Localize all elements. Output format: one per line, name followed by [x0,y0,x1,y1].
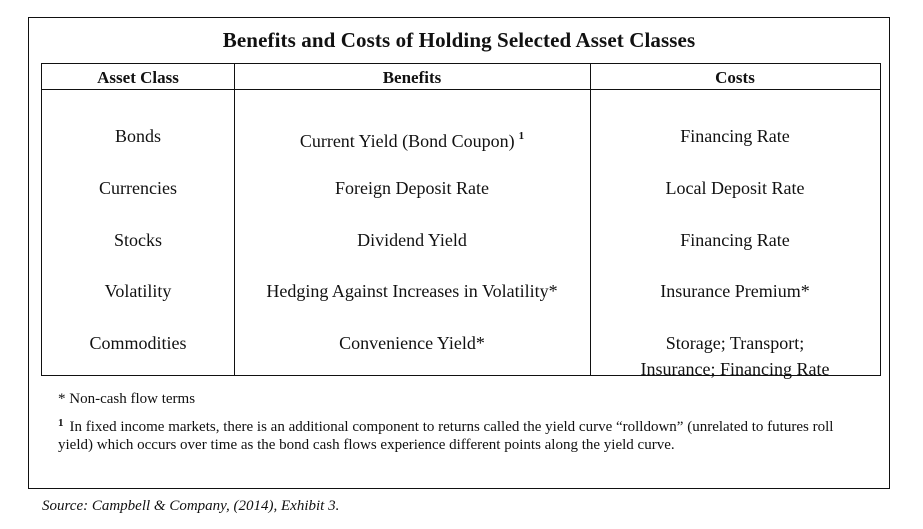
footnote-text: In fixed income markets, there is an add… [58,419,834,453]
header-benefits: Benefits [382,68,442,87]
header-costs: Costs [715,68,755,87]
cell-asset-commodities: Commodities [89,333,187,353]
cell-benefit-bonds: Current Yield (Bond Coupon) 1 [234,123,590,154]
cell-benefit-currencies: Foreign Deposit Rate [335,178,489,198]
footnote-1: 1 In fixed income markets, there is an ad… [58,414,848,454]
cell-benefit-volatility: Hedging Against Increases in Volatility* [266,281,558,301]
cell-cost-currencies: Local Deposit Rate [665,178,805,198]
cell-benefit-commodities: Convenience Yield* [339,333,485,353]
cost-line: Insurance; Financing Rate [640,359,830,379]
cell-asset-stocks: Stocks [113,230,162,250]
exhibit-title: Benefits and Costs of Holding Selected A… [222,28,696,52]
cell-benefit-stocks: Dividend Yield [357,230,467,250]
cost-line: Storage; Transport; [665,333,805,353]
cell-asset-currencies: Currencies [99,178,177,198]
cell-asset-bonds: Bonds [114,126,161,146]
header-divider [42,89,880,90]
source-citation: Source: Campbell & Company, (2014), Exhi… [42,498,340,514]
column-divider [590,64,591,375]
column-divider [234,64,235,375]
header-asset-class: Asset Class [97,68,179,87]
table-notes: * Non-cash flow terms 1 In fixed income m… [58,390,848,460]
cell-cost-bonds: Financing Rate [680,126,790,146]
cell-cost-stocks: Financing Rate [680,230,790,250]
benefit-text: Current Yield (Bond Coupon) [299,131,515,151]
cell-cost-volatility: Insurance Premium* [660,281,810,301]
footnote-ref: 1 [518,130,525,142]
exhibit-frame: Benefits and Costs of Holding Selected A… [28,17,890,489]
asset-class-table: Asset Class Benefits Costs Bonds Current… [41,63,881,379]
cell-asset-volatility: Volatility [104,281,172,301]
note-non-cash: * Non-cash flow terms [58,391,196,407]
footnote-marker: 1 [58,417,64,429]
cell-cost-commodities: Storage; Transport; Insurance; Financing… [590,330,880,382]
